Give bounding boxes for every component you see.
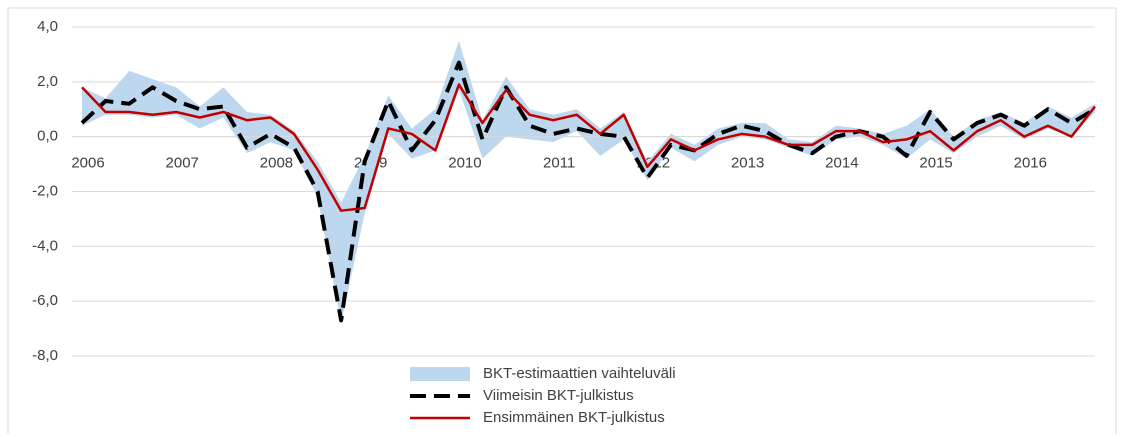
y-tick-label: -6,0 — [32, 292, 58, 309]
x-tick-label: 2008 — [260, 155, 293, 172]
y-tick-label: -8,0 — [32, 347, 58, 364]
x-tick-label: 2010 — [448, 155, 481, 172]
legend-label: Viimeisin BKT-julkistus — [483, 387, 634, 404]
range-band — [82, 40, 1095, 324]
x-tick-label: 2011 — [543, 155, 575, 172]
x-tick-label: 2014 — [825, 155, 858, 172]
legend-label: Ensimmäinen BKT-julkistus — [483, 409, 665, 426]
y-tick-label: 0,0 — [37, 128, 58, 145]
y-tick-label: -2,0 — [32, 182, 58, 199]
y-tick-label: 4,0 — [37, 18, 58, 35]
dashed-line — [80, 60, 1097, 323]
legend-label: BKT-estimaattien vaihteluväli — [483, 365, 676, 382]
legend-swatch — [410, 367, 470, 381]
x-tick-label: 2015 — [919, 155, 952, 172]
x-tick-label: 2016 — [1014, 155, 1047, 172]
x-tick-label: 2013 — [731, 155, 764, 172]
y-tick-label: -4,0 — [32, 237, 58, 254]
line — [81, 83, 1096, 212]
x-tick-label: 2007 — [166, 155, 199, 172]
y-tick-label: 2,0 — [37, 73, 58, 90]
x-tick-label: 2006 — [71, 155, 104, 172]
